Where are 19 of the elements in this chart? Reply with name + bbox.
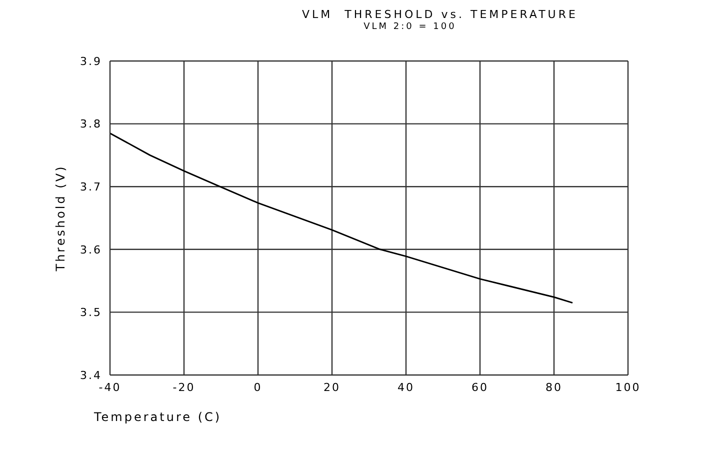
y-tick-label: 3.6 bbox=[80, 243, 102, 256]
line-series bbox=[110, 132, 574, 304]
x-tick-label: 20 bbox=[324, 380, 340, 394]
chart-subtitle: VLM 2:0 = 100 bbox=[362, 22, 458, 32]
y-axis-title: Threshold (V) bbox=[53, 164, 68, 272]
x-tick-label: -20 bbox=[172, 380, 196, 394]
x-axis-title: Temperature (C) bbox=[93, 410, 222, 424]
x-tick-label: -40 bbox=[98, 380, 122, 394]
y-tick-label: 3.8 bbox=[80, 118, 102, 131]
chart-title: VLM THRESHOLD vs. TEMPERATURE bbox=[301, 8, 579, 21]
x-tick-label: 80 bbox=[546, 380, 562, 394]
y-tick-label: 3.4 bbox=[80, 368, 102, 382]
x-tick-label: 60 bbox=[472, 380, 488, 394]
x-tick-label: 100 bbox=[615, 380, 641, 394]
x-tick-label: 40 bbox=[398, 380, 414, 394]
y-tick-label: 3.7 bbox=[80, 180, 102, 194]
x-tick-label: 0 bbox=[254, 380, 262, 394]
y-tick-label: 3.5 bbox=[80, 306, 102, 320]
y-tick-label: 3.9 bbox=[80, 54, 102, 68]
